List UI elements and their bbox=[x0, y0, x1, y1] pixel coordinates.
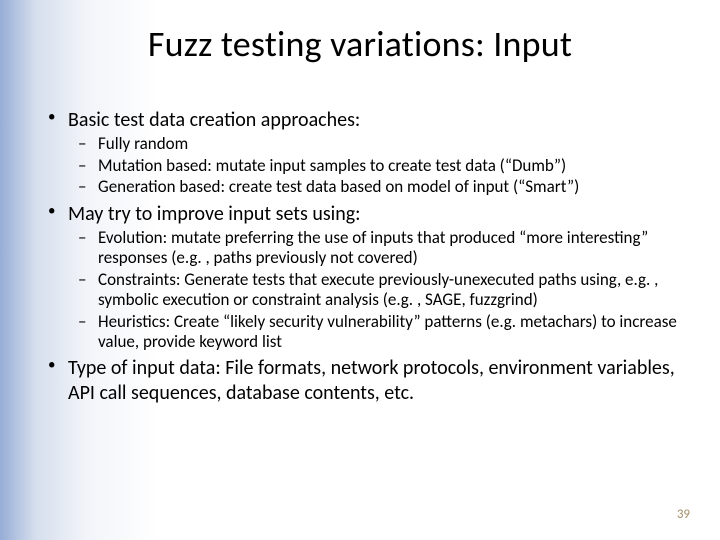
bullet-item: Basic test data creation approaches: Ful… bbox=[40, 108, 682, 198]
sub-list: Evolution: mutate preferring the use of … bbox=[68, 228, 682, 352]
sub-item: Heuristics: Create “likely security vuln… bbox=[68, 312, 682, 353]
sub-item: Mutation based: mutate input samples to … bbox=[68, 156, 682, 176]
slide: Fuzz testing variations: Input Basic tes… bbox=[0, 0, 720, 540]
bullet-text: Basic test data creation approaches: bbox=[68, 108, 360, 132]
sub-item: Evolution: mutate preferring the use of … bbox=[68, 228, 682, 269]
sub-item: Constraints: Generate tests that execute… bbox=[68, 270, 682, 311]
page-number: 39 bbox=[677, 507, 690, 522]
sub-item: Generation based: create test data based… bbox=[68, 177, 682, 197]
slide-title: Fuzz testing variations: Input bbox=[0, 22, 720, 66]
bullet-list: Basic test data creation approaches: Ful… bbox=[40, 108, 682, 405]
sub-list: Fully random Mutation based: mutate inpu… bbox=[68, 134, 682, 197]
bullet-item: Type of input data: File formats, networ… bbox=[40, 356, 682, 405]
sub-item: Fully random bbox=[68, 134, 682, 154]
bullet-item: May try to improve input sets using: Evo… bbox=[40, 202, 682, 353]
slide-content: Basic test data creation approaches: Ful… bbox=[40, 108, 682, 407]
bullet-text: Type of input data: File formats, networ… bbox=[68, 356, 675, 404]
bullet-text: May try to improve input sets using: bbox=[68, 202, 361, 226]
